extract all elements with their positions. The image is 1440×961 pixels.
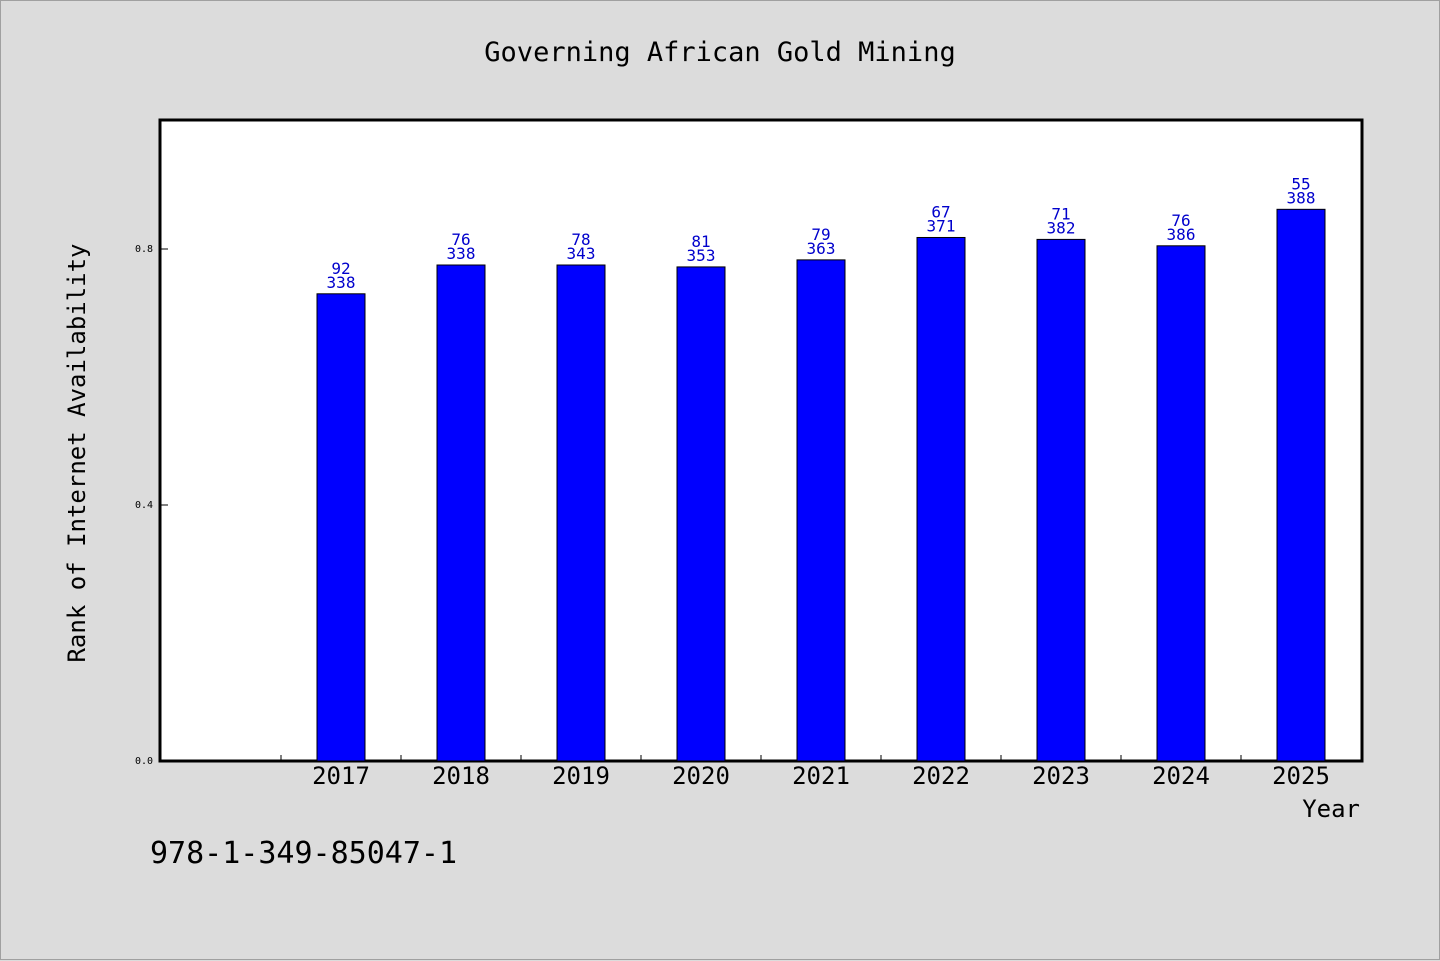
bar-2025 <box>1276 208 1326 762</box>
y-axis-ticks: 0.0 0.4 0.8 <box>135 244 168 767</box>
bar-2022 <box>916 236 966 762</box>
y-tick-label-0.8: 0.8 <box>135 244 153 255</box>
bar-2017 <box>316 293 366 762</box>
x-tick-label-2019: 2019 <box>552 762 610 790</box>
x-tick-label-2020: 2020 <box>672 762 730 790</box>
data-label-top-2017: 92 <box>331 259 350 278</box>
x-tick-label-2018: 2018 <box>432 762 490 790</box>
data-label-bottom-2019: 343 <box>567 244 596 263</box>
data-label-bottom-2018: 338 <box>447 244 476 263</box>
y-tick-label-0.0: 0.0 <box>135 756 153 767</box>
x-axis-label: Year <box>1302 795 1360 823</box>
bar-2018 <box>436 264 486 762</box>
bars-group <box>316 208 1326 762</box>
data-label-top-2019: 78 <box>571 230 590 249</box>
data-label-top-2025: 55 <box>1291 174 1310 193</box>
data-label-top-2020: 81 <box>691 232 710 251</box>
bar-2020 <box>676 266 726 762</box>
bar-2024 <box>1156 245 1206 762</box>
data-label-bottom-2020: 353 <box>687 246 716 265</box>
data-label-bottom-2021: 363 <box>807 239 836 258</box>
data-label-bottom-2022: 371 <box>927 216 956 235</box>
x-tick-label-2022: 2022 <box>912 762 970 790</box>
x-tick-label-2025: 2025 <box>1272 762 1330 790</box>
data-label-top-2018: 76 <box>451 230 470 249</box>
isbn-text: 978-1-349-85047-1 <box>150 836 457 871</box>
y-axis-label: Rank of Internet Availability <box>63 243 91 662</box>
x-tick-label-2024: 2024 <box>1152 762 1210 790</box>
data-label-bottom-2024: 386 <box>1167 225 1196 244</box>
data-label-bottom-2025: 388 <box>1287 188 1316 207</box>
y-tick-label-0.4: 0.4 <box>135 500 153 511</box>
bar-2021 <box>796 259 846 762</box>
data-label-bottom-2023: 382 <box>1047 218 1076 237</box>
data-label-top-2023: 71 <box>1051 204 1070 223</box>
data-label-top-2024: 76 <box>1171 211 1190 230</box>
data-label-top-2021: 79 <box>811 225 830 244</box>
data-label-bottom-2017: 338 <box>327 273 356 292</box>
chart-title: Governing African Gold Mining <box>484 37 955 68</box>
bar-2019 <box>556 264 606 762</box>
data-label-top-2022: 67 <box>931 202 950 221</box>
bar-2023 <box>1036 238 1086 762</box>
x-tick-label-2021: 2021 <box>792 762 850 790</box>
x-axis-ticks: 2017 2018 2019 2020 2021 2022 2023 2024 2025 <box>280 755 1330 790</box>
x-tick-label-2017: 2017 <box>312 762 370 790</box>
x-tick-label-2023: 2023 <box>1032 762 1090 790</box>
